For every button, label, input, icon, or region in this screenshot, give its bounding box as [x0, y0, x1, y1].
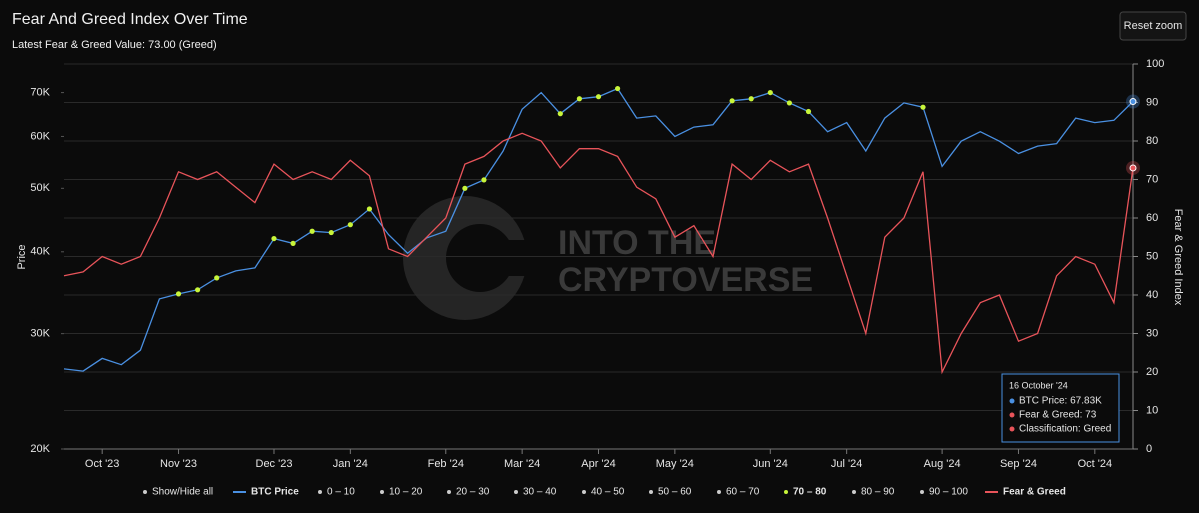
y2-tick-label: 50 [1146, 250, 1158, 262]
x-tick-label: Dec '23 [256, 458, 293, 470]
y2-tick-label: 70 [1146, 173, 1158, 185]
highlight-marker [595, 94, 602, 100]
x-tick-label: Jan '24 [333, 458, 368, 470]
x-tick-label: Feb '24 [428, 458, 464, 470]
x-tick-label: Nov '23 [160, 458, 197, 470]
legend-bullet[interactable] [143, 490, 147, 494]
y2-tick-label: 0 [1146, 443, 1152, 455]
legend-item[interactable]: 20 – 30 [456, 487, 490, 498]
x-tick-label: Aug '24 [924, 458, 961, 470]
highlight-marker [271, 235, 277, 242]
y-tick-label: 30K [30, 328, 50, 340]
chart-title: Fear And Greed Index Over Time [12, 11, 248, 28]
legend-item[interactable]: Show/Hide all [152, 487, 213, 498]
button-label[interactable]: Reset zoom [1124, 20, 1183, 32]
series-line [63, 132, 1134, 375]
x-tick-label: Sep '24 [1000, 458, 1037, 470]
highlight-marker [786, 100, 792, 106]
highlight-marker [366, 206, 373, 212]
highlight-marker [347, 222, 353, 228]
highlight-marker [214, 275, 220, 281]
legend-item[interactable]: Fear & Greed [1003, 487, 1066, 498]
legend-item[interactable]: 40 – 50 [591, 487, 625, 498]
x-tick-label: Apr '24 [581, 458, 616, 470]
legend-item[interactable]: 10 – 20 [389, 487, 423, 498]
tooltip-line: Fear & Greed: 73 [1019, 410, 1097, 421]
x-tick-label: Jul '24 [831, 458, 862, 470]
tooltip: 16 October '24 BTC Price: 67.83K Fear & Gr… [1001, 373, 1120, 443]
legend-item[interactable]: 90 – 100 [929, 487, 968, 498]
y2-tick-label: 20 [1146, 366, 1158, 378]
y2-tick-label: 40 [1146, 289, 1158, 301]
y2-axis-label: Fear & Greed Index [1172, 209, 1184, 306]
tooltip-bullet [1009, 426, 1015, 432]
tooltip-line: Classification: Greed [1019, 424, 1111, 435]
legend-item[interactable]: 0 – 10 [327, 487, 355, 498]
legend-bullet[interactable] [717, 490, 721, 494]
legend-bullet[interactable] [649, 490, 653, 494]
hover-point [1129, 164, 1137, 172]
legend-bullet[interactable] [318, 490, 322, 494]
y-axis-label: Price [16, 244, 28, 269]
y-tick-label: 20K [30, 443, 50, 455]
reset-zoom-button[interactable]: Reset zoom [1119, 11, 1187, 41]
legend[interactable]: Show/Hide all BTC Price 0 – 10 10 – 20 20 – … [143, 487, 1066, 498]
highlight-marker [729, 98, 735, 104]
legend-item[interactable]: 30 – 40 [523, 487, 557, 498]
watermark-text: CRYPTOVERSE [558, 261, 813, 299]
x-tick-label: May '24 [656, 458, 694, 470]
y-tick-label: 70K [30, 86, 50, 98]
legend-bullet[interactable] [852, 490, 856, 494]
x-tick-label: Jun '24 [753, 458, 788, 470]
highlight-marker [195, 287, 201, 293]
legend-item[interactable]: BTC Price [251, 487, 299, 498]
legend-item[interactable]: 70 – 80 [793, 487, 827, 498]
tooltip-bullet [1009, 398, 1015, 404]
y-tick-label: 50K [30, 182, 50, 194]
highlight-marker [767, 89, 773, 96]
y2-tick-label: 80 [1146, 135, 1158, 147]
y2-tick-label: 90 [1146, 96, 1158, 108]
tooltip-line: BTC Price: 67.83K [1019, 396, 1102, 407]
watermark-logo [403, 196, 540, 320]
legend-bullet[interactable] [447, 490, 451, 494]
tooltip-box [1001, 373, 1120, 443]
y2-tick-label: 100 [1146, 58, 1164, 70]
highlight-marker [805, 108, 812, 115]
y2-tick-label: 30 [1146, 327, 1158, 339]
y-tick-label: 40K [30, 246, 50, 258]
highlight-marker [481, 177, 487, 183]
highlight-marker [328, 229, 334, 236]
highlight-marker [920, 104, 926, 110]
tooltip-date: 16 October '24 [1009, 380, 1068, 390]
x-tick-label: Oct '23 [85, 458, 120, 470]
button-box[interactable] [1119, 11, 1187, 41]
legend-item[interactable]: 80 – 90 [861, 487, 895, 498]
highlight-marker [614, 85, 621, 92]
highlight-marker [576, 96, 583, 102]
highlight-marker [290, 240, 296, 246]
tooltip-bullet [1009, 412, 1015, 418]
legend-bullet[interactable] [582, 490, 586, 494]
watermark-text: INTO THE [558, 224, 716, 262]
highlight-marker [748, 96, 754, 102]
legend-bullet[interactable] [514, 490, 518, 494]
hover-point [1129, 98, 1137, 106]
legend-item[interactable]: 60 – 70 [726, 487, 760, 498]
chart-subtitle: Latest Fear & Greed Value: 73.00 (Greed) [12, 39, 217, 51]
y2-tick-label: 60 [1146, 212, 1158, 224]
y-tick-label: 60K [30, 130, 50, 142]
highlight-marker [175, 291, 182, 297]
legend-bullet[interactable] [784, 490, 788, 494]
highlight-marker [557, 111, 563, 117]
x-tick-label: Oct '24 [1078, 458, 1113, 470]
x-tick-label: Mar '24 [504, 458, 540, 470]
y2-tick-label: 10 [1146, 404, 1158, 416]
highlight-marker [462, 185, 468, 191]
legend-bullet[interactable] [380, 490, 384, 494]
highlight-marker [309, 228, 315, 234]
legend-item[interactable]: 50 – 60 [658, 487, 692, 498]
legend-bullet[interactable] [920, 490, 924, 494]
